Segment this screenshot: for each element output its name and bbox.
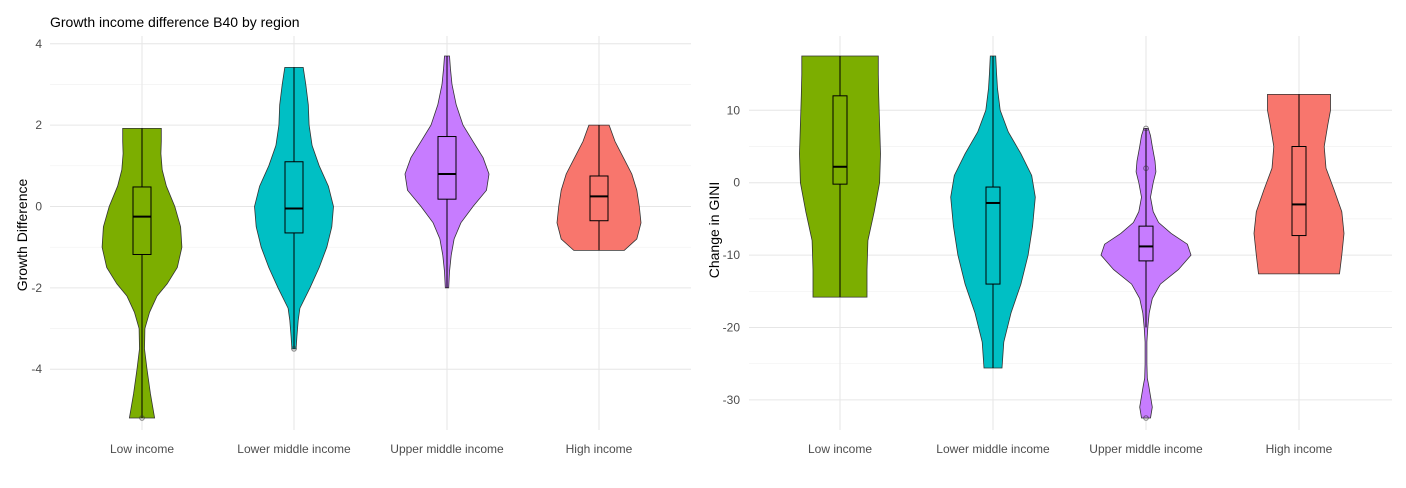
y-tick-label: 10: [727, 103, 741, 117]
x-tick-label: Lower middle income: [936, 442, 1050, 456]
growth-difference-panel: Growth income difference B40 by region G…: [14, 14, 691, 456]
x-tick-label: Low income: [808, 442, 872, 456]
violins: [101, 55, 642, 419]
y-tick-label: 2: [35, 118, 42, 132]
box-upper-middle-income: [437, 136, 457, 200]
y-axis-title: Change in GINI: [706, 182, 722, 279]
x-tick-label: High income: [566, 442, 633, 456]
y-axis-title: Growth Difference: [14, 179, 30, 292]
violin-lower-middle-income: [950, 55, 1036, 369]
boxplots: [132, 56, 609, 421]
y-tick-label: -30: [723, 393, 741, 407]
box-lower-middle-income: [985, 186, 1001, 285]
chart-title: Growth income difference B40 by region: [50, 14, 300, 30]
x-tick-label: Low income: [110, 442, 174, 456]
x-tick-labels: Low income Lower middle income Upper middl…: [110, 442, 633, 456]
box-low-income: [832, 95, 848, 185]
y-tick-label: 4: [35, 37, 42, 51]
violin-high-income: [1253, 94, 1345, 275]
y-tick-label: -20: [723, 321, 741, 335]
outlier-point: [1143, 165, 1149, 172]
x-tick-label: Upper middle income: [1089, 442, 1203, 456]
outlier-point: [291, 346, 297, 352]
y-tick-label: -4: [31, 362, 42, 376]
boxplots: [832, 56, 1307, 421]
y-tick-label: -2: [31, 281, 42, 295]
violin-high-income: [556, 124, 642, 251]
box-high-income: [1291, 146, 1307, 237]
x-tick-labels: Low income Lower middle income Upper middl…: [808, 442, 1333, 456]
y-tick-label: 0: [35, 199, 42, 213]
x-tick-label: High income: [1266, 442, 1333, 456]
box-lower-middle-income: [284, 161, 304, 234]
y-tick-label: -10: [723, 248, 741, 262]
y-tick-label: 0: [733, 176, 740, 190]
box-low-income: [132, 186, 152, 255]
outlier-point: [1143, 415, 1149, 421]
box-upper-middle-income: [1138, 225, 1154, 262]
y-tick-labels: -30 -20 -10 0 10: [723, 103, 741, 407]
x-tick-label: Lower middle income: [237, 442, 351, 456]
outlier-point: [139, 415, 145, 421]
box-high-income: [589, 175, 609, 222]
outlier-point: [1143, 125, 1149, 132]
y-tick-labels: -4 -2 0 2 4: [31, 37, 42, 376]
violin-low-income: [799, 55, 881, 298]
x-tick-label: Upper middle income: [390, 442, 504, 456]
violin-upper-middle-income: [404, 55, 490, 289]
